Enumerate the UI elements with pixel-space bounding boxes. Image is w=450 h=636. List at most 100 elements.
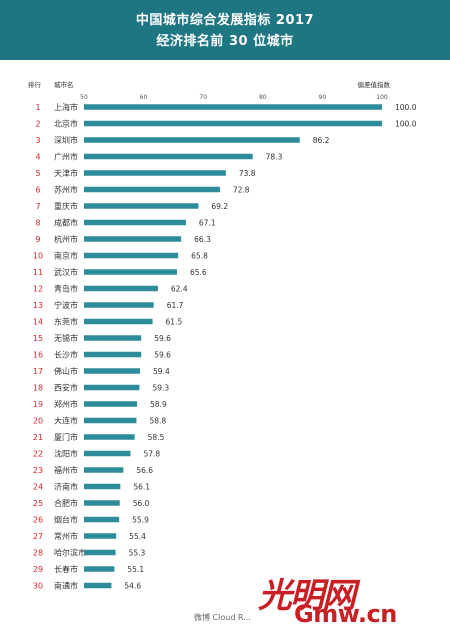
bar [84,434,135,440]
x-tick-label: 90 [319,94,327,101]
rank-label: 13 [33,301,43,310]
city-label: 哈尔滨市 [54,548,86,558]
value-label: 78.3 [266,153,283,162]
city-label: 西安市 [54,383,78,393]
value-label: 55.9 [132,516,149,525]
city-label: 厦门市 [54,432,78,442]
city-label: 合肥市 [54,498,78,508]
value-label: 58.9 [150,400,167,409]
city-label: 苏州市 [54,185,78,195]
rank-label: 19 [33,400,43,409]
x-tick-label: 70 [199,94,207,101]
value-label: 57.8 [143,450,160,459]
value-column-header: 偏差值指数 [358,80,391,89]
bar [84,269,177,275]
city-column-header: 城市名 [54,80,74,89]
bar [84,582,112,589]
value-label: 54.6 [124,582,141,591]
bar [84,203,199,209]
x-tick-label: 50 [80,94,88,101]
city-label: 郑州市 [54,399,78,409]
value-label: 56.6 [136,466,153,475]
value-label: 72.8 [233,186,250,195]
rank-label: 6 [35,186,40,195]
city-label: 沈阳市 [54,449,78,459]
bar [84,137,300,143]
bar [84,318,153,325]
bar [84,252,179,259]
bar [84,533,117,539]
bar [84,219,186,226]
rank-label: 25 [33,499,43,508]
city-label: 南通市 [54,581,78,591]
bar [84,417,137,424]
rank-label: 3 [35,136,40,145]
rank-label: 28 [33,549,43,558]
value-label: 55.3 [129,549,146,558]
value-label: 58.5 [148,433,165,442]
city-label: 济南市 [54,482,78,492]
rank-label: 21 [33,433,43,442]
x-tick-label: 80 [259,94,267,101]
rank-label: 17 [33,367,43,376]
value-label: 65.8 [191,252,208,261]
watermark-logo: 光明网 [258,576,356,616]
bar [84,302,154,308]
bar [84,401,138,407]
city-label: 广州市 [54,152,78,162]
rank-label: 4 [35,153,40,162]
rank-label: 26 [33,516,43,525]
value-label: 56.0 [133,499,150,508]
bar [84,516,120,523]
chart-header: 中国城市综合发展指标 2017 经济排名前 30 位城市 [0,0,450,60]
rank-label: 20 [33,417,43,426]
city-label: 杭州市 [54,234,78,244]
value-label: 59.4 [153,367,170,376]
city-label: 烟台市 [54,515,78,525]
city-label: 上海市 [54,102,78,112]
watermark: 光明网 Gmw.cn 微博 Cloud R... [194,568,448,634]
chart-title: 中国城市综合发展指标 2017 [135,13,315,28]
bar [84,368,141,374]
bar [84,483,121,490]
value-label: 67.1 [199,219,216,228]
rank-label: 30 [33,582,43,591]
value-label: 66.3 [194,235,211,244]
rank-label: 9 [35,235,40,244]
chart-subtitle: 经济排名前 30 位城市 [156,34,294,49]
rank-label: 12 [33,285,43,294]
city-label: 长沙市 [54,350,78,360]
rank-label: 29 [33,565,43,574]
rank-label: 11 [33,268,43,277]
city-label: 南京市 [54,251,78,261]
value-label: 100.0 [395,120,417,129]
bar [84,120,382,127]
city-label: 重庆市 [54,201,78,211]
value-label: 56.1 [133,483,150,492]
bar [84,500,120,506]
rank-label: 8 [35,219,40,228]
bar [84,153,253,160]
value-label: 73.8 [239,169,256,178]
city-label: 北京市 [54,119,78,129]
city-label: 福州市 [54,465,78,475]
x-axis-ticks: 50 60 70 80 90 100 [80,94,388,101]
x-tick-label: 60 [140,94,148,101]
city-label: 佛山市 [54,366,78,376]
city-label: 天津市 [54,168,78,178]
value-label: 55.4 [129,532,146,541]
city-label: 成都市 [54,218,78,228]
rank-label: 18 [33,384,43,393]
bar [84,467,124,473]
city-label: 大连市 [54,416,78,426]
bar [84,186,220,193]
city-label: 青岛市 [54,284,78,294]
value-label: 69.2 [211,202,228,211]
value-label: 59.3 [152,384,169,393]
rank-label: 7 [35,202,40,211]
rank-label: 5 [35,169,40,178]
bar [84,285,158,292]
city-label: 宁波市 [54,300,78,310]
rank-label: 14 [33,318,43,327]
rank-label: 2 [35,120,40,129]
